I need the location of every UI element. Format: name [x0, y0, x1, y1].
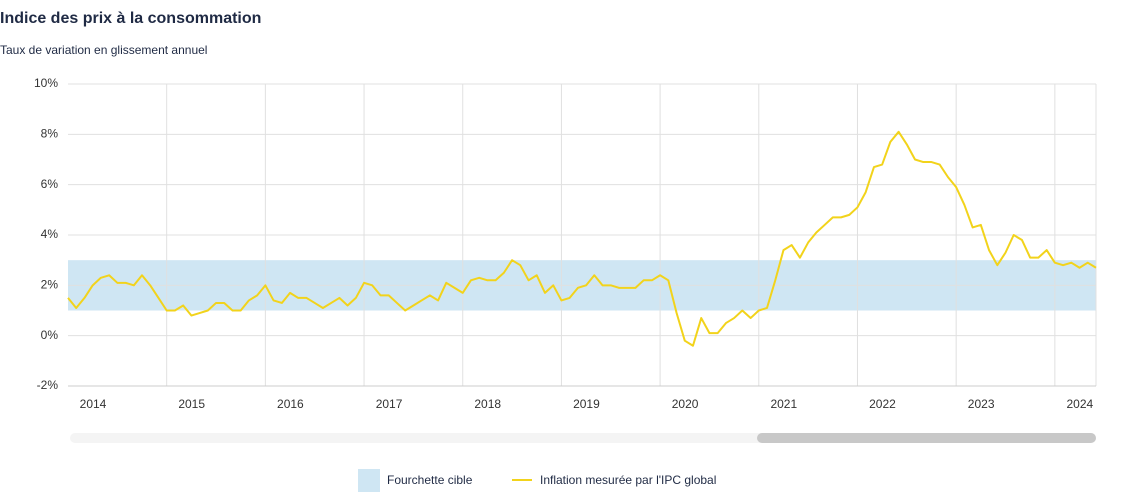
x-tick-label: 2021 [770, 397, 797, 411]
y-tick-label: 8% [41, 127, 59, 141]
y-tick-label: 10% [34, 76, 58, 90]
legend-label: Fourchette cible [387, 473, 473, 487]
x-tick-label: 2020 [672, 397, 699, 411]
x-tick-label: 2023 [968, 397, 995, 411]
x-tick-label: 2014 [80, 397, 107, 411]
legend-label: Inflation mesurée par l'IPC global [540, 473, 716, 487]
y-tick-label: 6% [41, 177, 59, 191]
chart-subtitle: Taux de variation en glissement annuel [0, 43, 207, 57]
x-tick-label: 2019 [573, 397, 600, 411]
x-tick-label: 2018 [474, 397, 501, 411]
x-tick-label: 2024 [1066, 397, 1093, 411]
chart-title: Indice des prix à la consommation [0, 10, 261, 27]
x-tick-label: 2022 [869, 397, 896, 411]
y-tick-label: 2% [41, 278, 59, 292]
x-tick-label: 2017 [376, 397, 403, 411]
y-tick-label: 0% [41, 328, 59, 342]
scrollbar-thumb[interactable] [757, 433, 1096, 443]
y-tick-label: -2% [37, 378, 59, 392]
x-tick-label: 2015 [178, 397, 205, 411]
y-tick-label: 4% [41, 227, 59, 241]
x-tick-label: 2016 [277, 397, 304, 411]
inflation-line [67, 130, 1097, 347]
legend-swatch [358, 469, 380, 492]
